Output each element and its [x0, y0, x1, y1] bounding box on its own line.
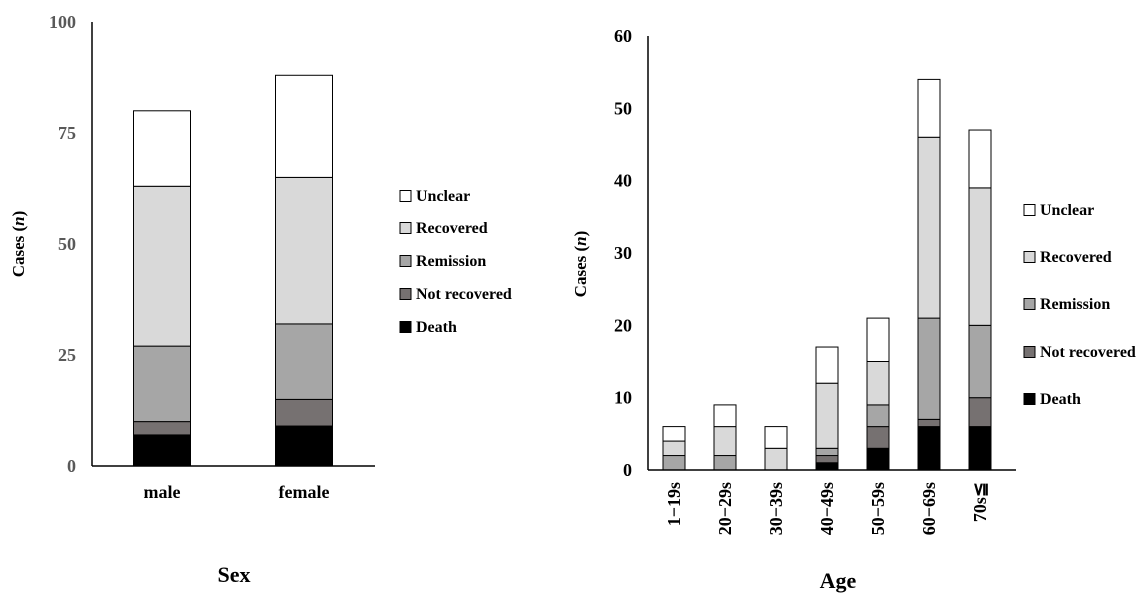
age-bar-60-69s-remission [917, 317, 941, 420]
age-category-label: 70s≦ [970, 482, 990, 522]
sex-legend-swatch-not-recovered [399, 288, 412, 300]
sex-legend-label-recovered: Recovered [416, 220, 488, 237]
sex-legend-swatch-death [399, 321, 412, 333]
age-chart: 0 10 20 30 40 50 60 1−19s 20−29s 30−39s 40−49s 50−… [571, 26, 1136, 593]
age-bar-50-59s-death [866, 447, 890, 471]
age-bar-40-49s-remission [815, 447, 839, 457]
sex-bar-male-not-recovered [133, 421, 191, 436]
age-category-label: 1−19s [664, 482, 684, 526]
age-bar-40-49s-death [815, 462, 839, 471]
sex-bar-male-unclear [133, 110, 191, 187]
age-y-tick-label: 60 [614, 26, 632, 46]
age-bar-50-59s-not-recovered [866, 426, 890, 449]
age-legend: Unclear Recovered Remission Not recovered De… [1023, 202, 1136, 408]
sex-y-tick-label: 100 [49, 12, 76, 32]
sex-legend-label-unclear: Unclear [416, 188, 470, 205]
sex-y-axis-title: Cases (n) [9, 211, 28, 278]
age-bar-30-39s-unclear [764, 426, 788, 449]
age-bar-20-29s-unclear [713, 404, 737, 428]
sex-y-tick-label: 0 [67, 456, 76, 476]
age-bar-70s-recovered [968, 187, 992, 326]
age-legend-label-death: Death [1040, 391, 1081, 408]
age-category-label: 30−39s [766, 482, 786, 535]
age-bar-1-19s-unclear [662, 426, 686, 442]
age-category-label: 60−69s [919, 482, 939, 535]
age-y-tick-label: 20 [614, 315, 632, 335]
sex-bar-female-recovered [275, 176, 333, 325]
age-bar-60-69s-unclear [917, 78, 941, 138]
age-bar-20-29s-remission [713, 455, 737, 471]
sex-bar-male-recovered [133, 185, 191, 347]
age-y-tick-label: 0 [623, 460, 632, 480]
sex-category-labels: male female [144, 482, 330, 502]
age-bar-60-69s-recovered [917, 136, 941, 319]
sex-legend-swatch-recovered [399, 222, 412, 234]
sex-bar-female-unclear [275, 74, 333, 178]
age-legend-label-recovered: Recovered [1040, 249, 1112, 266]
sex-bar-female-remission [275, 323, 333, 400]
age-bar-1-19s-recovered [662, 440, 686, 457]
age-legend-swatch-death [1023, 393, 1036, 405]
age-x-axis-title: Age [820, 568, 857, 593]
age-bar-30-39s-recovered [764, 447, 788, 471]
sex-bar-female-not-recovered [275, 398, 333, 427]
age-legend-label-not-recovered: Not recovered [1040, 344, 1136, 361]
sex-legend-label-remission: Remission [416, 253, 486, 270]
sex-legend: Unclear Recovered Remission Not recovered De… [399, 188, 512, 336]
age-legend-swatch-recovered [1023, 251, 1036, 263]
sex-legend-label-death: Death [416, 319, 457, 336]
age-y-tick-label: 30 [614, 243, 632, 263]
sex-legend-swatch-remission [399, 255, 412, 267]
age-y-tick-label: 50 [614, 98, 632, 118]
sex-x-axis-title: Sex [218, 562, 251, 587]
age-bar-70s-unclear [968, 129, 992, 189]
sex-y-tick-label: 75 [58, 123, 76, 143]
age-legend-swatch-remission [1023, 298, 1036, 310]
age-legend-label-unclear: Unclear [1040, 202, 1094, 219]
age-category-label: 20−29s [715, 482, 735, 535]
sex-bar-female-death [275, 425, 333, 467]
age-bar-50-59s-remission [866, 404, 890, 428]
sex-bar-male-death [133, 434, 191, 467]
age-bar-70s-not-recovered [968, 397, 992, 428]
age-bar-60-69s-not-recovered [917, 418, 941, 428]
age-legend-swatch-unclear [1023, 204, 1036, 216]
sex-bar-male-remission [133, 345, 191, 423]
age-category-labels: 1−19s 20−29s 30−39s 40−49s 50−59s 60−69s 70s≦ [664, 482, 990, 535]
age-y-axis-title: Cases (n) [571, 231, 590, 298]
age-bar-60-69s-death [917, 426, 941, 471]
age-bar-1-19s-remission [662, 455, 686, 471]
sex-y-tick-label: 25 [58, 345, 76, 365]
sex-y-tick-label: 50 [58, 234, 76, 254]
age-y-tick-label: 40 [614, 171, 632, 191]
age-bar-40-49s-not-recovered [815, 455, 839, 464]
age-y-tick-label: 10 [614, 388, 632, 408]
sex-category-label: male [144, 482, 181, 502]
age-bar-70s-remission [968, 324, 992, 399]
sex-bars [133, 74, 333, 467]
sex-legend-swatch-unclear [399, 190, 412, 202]
age-bars [662, 78, 992, 471]
age-bar-50-59s-unclear [866, 317, 890, 363]
age-legend-label-remission: Remission [1040, 296, 1110, 313]
age-bar-70s-death [968, 426, 992, 471]
age-bar-20-29s-recovered [713, 426, 737, 457]
age-y-ticks: 0 10 20 30 40 50 60 [614, 26, 632, 480]
age-legend-swatch-not-recovered [1023, 346, 1036, 358]
age-bar-40-49s-recovered [815, 382, 839, 449]
sex-category-label: female [279, 482, 330, 502]
age-category-label: 50−59s [868, 482, 888, 535]
age-bar-40-49s-unclear [815, 346, 839, 384]
sex-y-ticks: 0 25 50 75 100 [49, 12, 76, 476]
age-category-label: 40−49s [817, 482, 837, 535]
age-bar-50-59s-recovered [866, 361, 890, 406]
sex-legend-label-not-recovered: Not recovered [416, 286, 512, 303]
sex-chart: 0 25 50 75 100 male female Cases (n) Sex Uncl… [9, 12, 512, 587]
